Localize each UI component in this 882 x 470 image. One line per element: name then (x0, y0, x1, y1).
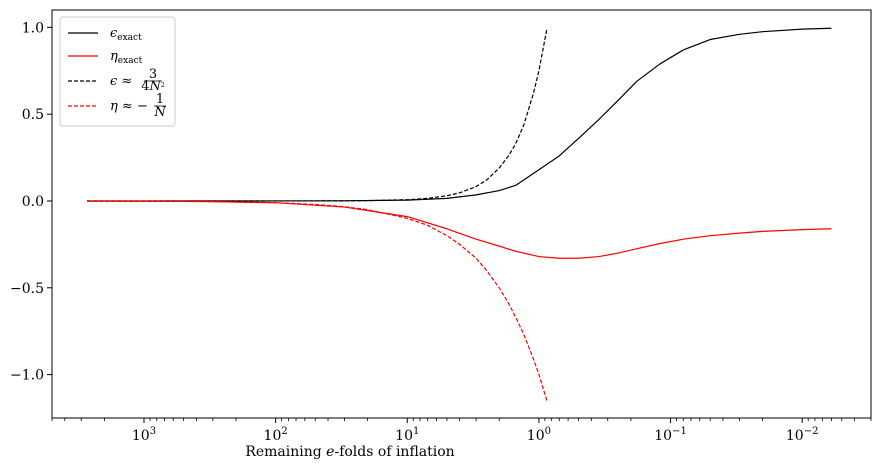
series-line-2 (87, 28, 548, 202)
legend: ϵexact ηexact ϵ ≈ 3 4N2 η ≈ − 1 N (59, 16, 176, 127)
series-line-3 (87, 200, 548, 401)
legend-label-eta-exact: ηexact (110, 49, 143, 66)
legend-label-epsilon-approx: ϵ ≈ 3 4N2 (110, 67, 165, 94)
x-tick-label: 100 (527, 426, 551, 444)
legend-box (59, 16, 176, 127)
series-line-1 (87, 200, 832, 259)
svg-text:3: 3 (149, 67, 157, 82)
axes-layer: 103 102 101 100 10−1 10−2 1.0 0.5 0.0 −0.5 −1.0 (10, 20, 872, 444)
x-tick-label: 102 (264, 426, 288, 444)
legend-label-eta-approx: η ≈ − 1 N (110, 92, 166, 120)
svg-text:4N2: 4N2 (141, 79, 165, 94)
x-tick-label: 10−1 (654, 426, 687, 444)
y-tick-label: −1.0 (10, 368, 44, 384)
svg-text:η ≈ −: η ≈ − (110, 99, 148, 114)
legend-label-epsilon-exact: ϵexact (110, 26, 142, 43)
svg-text:1: 1 (156, 92, 164, 107)
y-tick-label: −0.5 (10, 281, 44, 297)
x-tick-label: 101 (395, 426, 419, 444)
svg-text:ϵ ≈: ϵ ≈ (110, 74, 132, 89)
x-tick-label: 103 (132, 426, 156, 444)
x-tick-label: 10−2 (786, 426, 819, 444)
series-layer (87, 27, 832, 401)
y-tick-label: 0.5 (22, 107, 44, 123)
y-tick-label: 1.0 (22, 20, 44, 36)
x-axis-label: Remaining e-folds of inflation (245, 444, 454, 460)
y-tick-label: 0.0 (22, 194, 44, 210)
plot-background (52, 10, 871, 418)
svg-text:N: N (153, 105, 166, 120)
plot-frame (51, 9, 872, 419)
